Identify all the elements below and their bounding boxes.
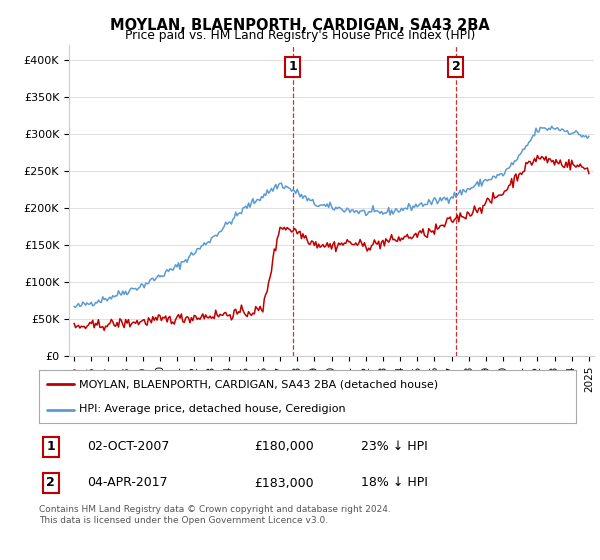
Text: HPI: Average price, detached house, Ceredigion: HPI: Average price, detached house, Cere… [79, 404, 346, 414]
Text: MOYLAN, BLAENPORTH, CARDIGAN, SA43 2BA (detached house): MOYLAN, BLAENPORTH, CARDIGAN, SA43 2BA (… [79, 380, 439, 390]
Text: MOYLAN, BLAENPORTH, CARDIGAN, SA43 2BA: MOYLAN, BLAENPORTH, CARDIGAN, SA43 2BA [110, 18, 490, 33]
Text: 1: 1 [289, 60, 297, 73]
Text: 2: 2 [46, 477, 55, 489]
Text: 02-OCT-2007: 02-OCT-2007 [88, 440, 170, 453]
Text: 1: 1 [46, 440, 55, 453]
Text: 18% ↓ HPI: 18% ↓ HPI [361, 477, 428, 489]
Text: 2: 2 [452, 60, 460, 73]
Text: £180,000: £180,000 [254, 440, 314, 453]
Text: £183,000: £183,000 [254, 477, 313, 489]
Text: 04-APR-2017: 04-APR-2017 [88, 477, 168, 489]
Text: Price paid vs. HM Land Registry's House Price Index (HPI): Price paid vs. HM Land Registry's House … [125, 29, 475, 42]
Text: Contains HM Land Registry data © Crown copyright and database right 2024.
This d: Contains HM Land Registry data © Crown c… [39, 505, 391, 525]
Text: 23% ↓ HPI: 23% ↓ HPI [361, 440, 428, 453]
